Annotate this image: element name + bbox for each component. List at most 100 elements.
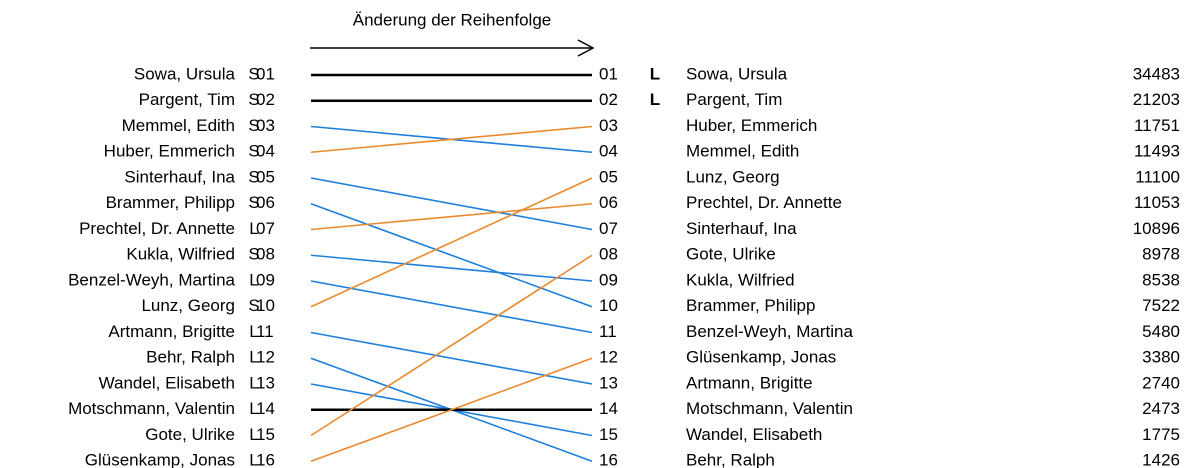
- left-rank: 01: [256, 64, 275, 83]
- right-votes: 10896: [1133, 219, 1180, 238]
- left-list: L: [249, 348, 258, 367]
- left-list: S: [248, 64, 259, 83]
- left-name: Prechtel, Dr. Annette: [79, 219, 235, 238]
- left-list: L: [249, 373, 258, 392]
- right-name: Brammer, Philipp: [686, 296, 815, 315]
- right-rank: 05: [599, 167, 618, 186]
- right-rank: 08: [599, 245, 618, 264]
- left-list: S: [248, 296, 259, 315]
- right-rank: 16: [599, 451, 618, 468]
- right-name: Artmann, Brigitte: [686, 373, 813, 392]
- left-list: L: [249, 219, 258, 238]
- left-list: L: [249, 451, 258, 468]
- right-votes: 7522: [1142, 296, 1180, 315]
- left-list: S: [248, 116, 259, 135]
- rank-change-line: [310, 125, 593, 154]
- right-votes: 11493: [1134, 142, 1180, 161]
- right-name: Sowa, Ursula: [686, 64, 788, 83]
- left-list: S: [248, 245, 259, 264]
- right-votes: 2740: [1142, 373, 1180, 392]
- left-rank: 12: [256, 348, 275, 367]
- right-name: Lunz, Georg: [686, 167, 780, 186]
- right-name: Motschmann, Valentin: [686, 399, 853, 418]
- left-rank: 03: [256, 116, 275, 135]
- left-name: Benzel-Weyh, Martina: [68, 270, 235, 289]
- right-rank: 04: [599, 142, 618, 161]
- right-name: Sinterhauf, Ina: [686, 219, 797, 238]
- left-rank: 08: [256, 245, 275, 264]
- right-rank: 13: [599, 373, 618, 392]
- right-rank: 09: [599, 270, 618, 289]
- right-votes: 8978: [1142, 245, 1180, 264]
- left-name: Huber, Emmerich: [104, 142, 235, 161]
- left-list: L: [249, 322, 258, 341]
- right-rank: 12: [599, 348, 618, 367]
- left-rank: 16: [256, 451, 275, 468]
- right-name: Prechtel, Dr. Annette: [686, 193, 842, 212]
- rank-change-line: [310, 177, 593, 231]
- right-rank: 10: [599, 296, 618, 315]
- right-votes: 34483: [1133, 64, 1180, 83]
- rank-change-line: [310, 357, 593, 463]
- left-rank: 10: [256, 296, 275, 315]
- right-name: Behr, Ralph: [686, 451, 775, 468]
- right-votes: 1426: [1142, 451, 1180, 468]
- right-votes: 2473: [1142, 399, 1180, 418]
- left-name: Lunz, Georg: [141, 296, 235, 315]
- left-name: Wandel, Elisabeth: [99, 373, 235, 392]
- right-votes: 11053: [1134, 193, 1180, 212]
- right-rank: 06: [599, 193, 618, 212]
- right-name: Glüsenkamp, Jonas: [686, 348, 836, 367]
- left-list: L: [249, 270, 258, 289]
- left-name: Artmann, Brigitte: [108, 322, 235, 341]
- right-votes: 8538: [1142, 270, 1180, 289]
- left-rank: 09: [256, 270, 275, 289]
- rank-change-line: [310, 331, 593, 385]
- left-name: Motschmann, Valentin: [68, 399, 235, 418]
- right-mark: L: [650, 90, 660, 109]
- rank-change-line: [310, 280, 593, 334]
- right-name: Huber, Emmerich: [686, 116, 817, 135]
- right-votes: 11751: [1134, 116, 1180, 135]
- left-rank: 04: [256, 142, 275, 161]
- left-name: Sowa, Ursula: [134, 64, 236, 83]
- right-rank: 07: [599, 219, 618, 238]
- left-list: S: [248, 167, 259, 186]
- rank-change-line: [310, 254, 593, 282]
- left-list: L: [249, 399, 258, 418]
- right-rank: 15: [599, 425, 618, 444]
- left-rank: 07: [256, 219, 275, 238]
- left-rank: 13: [256, 373, 275, 392]
- right-name: Memmel, Edith: [686, 142, 799, 161]
- arrow-head: [577, 39, 595, 57]
- left-name: Gote, Ulrike: [145, 425, 235, 444]
- left-name: Kukla, Wilfried: [126, 245, 235, 264]
- left-list: L: [249, 425, 258, 444]
- left-name: Brammer, Philipp: [106, 193, 235, 212]
- left-rank: 14: [256, 399, 275, 418]
- right-name: Wandel, Elisabeth: [686, 425, 822, 444]
- left-name: Pargent, Tim: [139, 90, 235, 109]
- left-rank: 15: [256, 425, 275, 444]
- right-rank: 02: [599, 90, 618, 109]
- rank-change-line: [310, 254, 593, 437]
- left-rank: 06: [256, 193, 275, 212]
- right-rank: 03: [599, 116, 618, 135]
- left-rank: 02: [256, 90, 275, 109]
- left-list: S: [248, 193, 259, 212]
- rank-change-line: [310, 177, 593, 308]
- right-rank: 11: [599, 322, 617, 341]
- left-list: S: [248, 142, 259, 161]
- rank-change-line: [310, 202, 593, 231]
- right-rank: 01: [599, 64, 618, 83]
- right-name: Gote, Ulrike: [686, 245, 776, 264]
- right-votes: 5480: [1142, 322, 1180, 341]
- left-name: Glüsenkamp, Jonas: [85, 451, 235, 468]
- left-name: Memmel, Edith: [122, 116, 235, 135]
- right-votes: 3380: [1142, 348, 1180, 367]
- right-votes: 1775: [1142, 425, 1180, 444]
- right-name: Pargent, Tim: [686, 90, 782, 109]
- right-votes: 11100: [1135, 167, 1180, 186]
- right-name: Kukla, Wilfried: [686, 270, 795, 289]
